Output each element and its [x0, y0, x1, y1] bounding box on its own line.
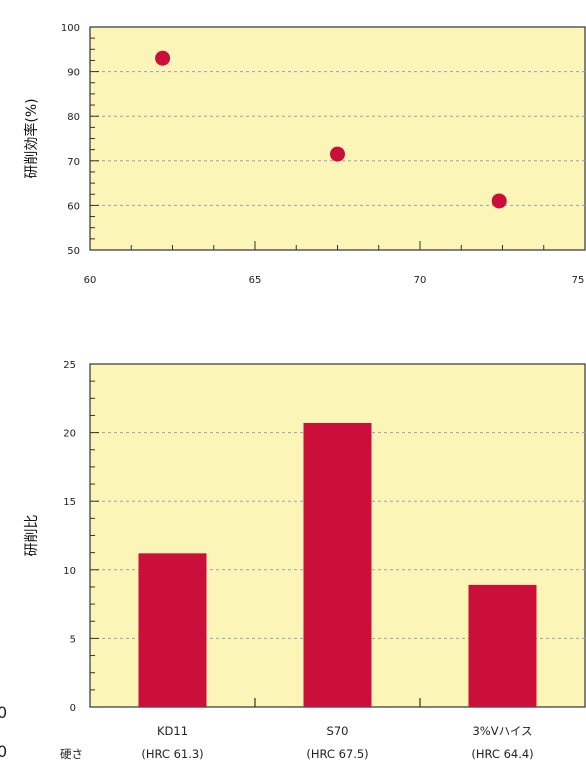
- scatter-x-ticks: 60 65 70 75: [84, 241, 586, 286]
- bar: [138, 553, 207, 707]
- edge-mark: 0: [0, 703, 7, 722]
- scatter-x-tick-label: 70: [414, 275, 427, 286]
- bar-y-tick-label: 5: [70, 634, 76, 645]
- bar-category-hardness: (HRC 67.5): [306, 747, 368, 761]
- scatter-y-tick-label: 90: [67, 68, 80, 79]
- scatter-y-tick-label: 50: [67, 246, 80, 257]
- edge-mark: 0: [0, 742, 7, 761]
- bar-y-ticks: 0 5 10 15 20 25: [63, 360, 99, 714]
- scatter-point: [491, 193, 507, 209]
- bar-y-tick-label: 25: [63, 360, 76, 371]
- scatter-chart: 50 60 70 80 90 100 60 65 70 75 研削効率(%): [23, 23, 586, 286]
- scatter-y-tick-label: 60: [67, 201, 80, 212]
- bar-y-tick-label: 20: [63, 429, 76, 440]
- scatter-point: [155, 50, 171, 66]
- bar-chart: 0 5 10 15 20 25 KD11 (HRC 61.3) S70 (HRC 67.5) 3%…: [24, 360, 586, 761]
- scatter-x-tick-label: 65: [249, 275, 262, 286]
- scatter-y-tick-label: 70: [67, 157, 80, 168]
- scatter-plot-area: [89, 26, 586, 251]
- scatter-x-tick-label: 60: [84, 275, 97, 286]
- scatter-y-tick-label: 80: [67, 112, 80, 123]
- bar-category-hardness: (HRC 61.3): [141, 747, 203, 761]
- bar-y-tick-label: 10: [63, 566, 76, 577]
- bar-y-axis-label: 研削比: [24, 515, 40, 557]
- bar-y-tick-label: 15: [63, 497, 76, 508]
- scatter-x-tick-label: 75: [572, 275, 585, 286]
- bar-category-hardness: (HRC 64.4): [471, 747, 533, 761]
- bar-x-ticks: KD11 (HRC 61.3) S70 (HRC 67.5) 3%Vハイス (HRC 64…: [141, 698, 534, 761]
- bar-category-label: S70: [327, 724, 349, 738]
- scatter-y-tick-label: 100: [61, 23, 80, 34]
- bar-y-tick-label: 0: [70, 703, 76, 714]
- bar-series: [138, 422, 537, 707]
- scatter-y-axis-label: 研削効率(%): [23, 98, 40, 178]
- scatter-y-ticks: 50 60 70 80 90 100: [61, 23, 99, 257]
- hardness-row-label: 硬さ: [60, 747, 83, 761]
- bar-category-label: 3%Vハイス: [472, 724, 532, 738]
- bar: [468, 584, 537, 707]
- bar: [303, 422, 372, 707]
- scatter-points: [155, 50, 507, 209]
- scatter-point: [330, 146, 345, 162]
- bar-category-label: KD11: [157, 724, 188, 738]
